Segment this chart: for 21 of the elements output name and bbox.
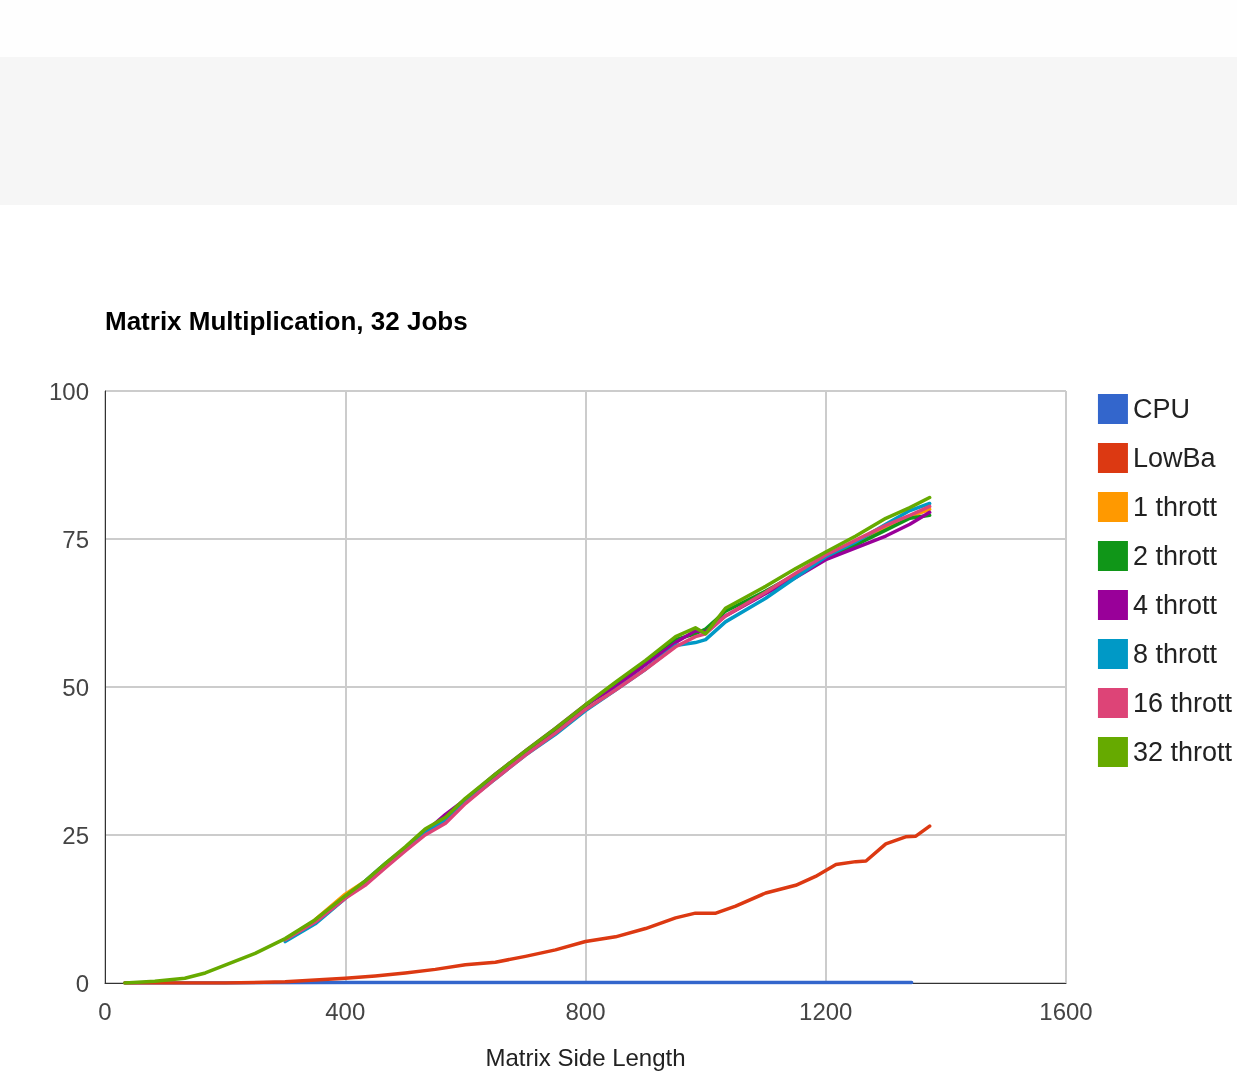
legend-label: 4 thrott — [1132, 590, 1218, 620]
y-tick-label: 25 — [62, 821, 89, 849]
legend-label: 8 thrott — [1132, 639, 1218, 669]
x-tick-label: 400 — [325, 997, 366, 1025]
y-tick-label: 100 — [48, 377, 89, 405]
legend-label: 16 thrott — [1132, 688, 1233, 718]
y-tick-label: 0 — [75, 969, 89, 997]
legend-label: LowBa — [1132, 443, 1217, 473]
x-tick-label: 0 — [98, 997, 112, 1025]
x-tick-label: 800 — [565, 997, 606, 1025]
y-tick-label: 50 — [62, 673, 89, 701]
x-tick-label: 1600 — [1039, 997, 1093, 1025]
legend-label: 32 thrott — [1132, 737, 1233, 767]
legend-label: 2 thrott — [1132, 541, 1218, 571]
legend-label: CPU — [1132, 394, 1190, 424]
x-tick-label: 1200 — [799, 997, 853, 1025]
y-tick-label: 75 — [62, 525, 89, 553]
line-series — [123, 495, 932, 985]
chart-title: Matrix Multiplication, 32 Jobs — [105, 306, 468, 336]
x-axis-title: Matrix Side Length — [485, 1043, 686, 1071]
legend-label: 1 thrott — [1132, 492, 1218, 522]
